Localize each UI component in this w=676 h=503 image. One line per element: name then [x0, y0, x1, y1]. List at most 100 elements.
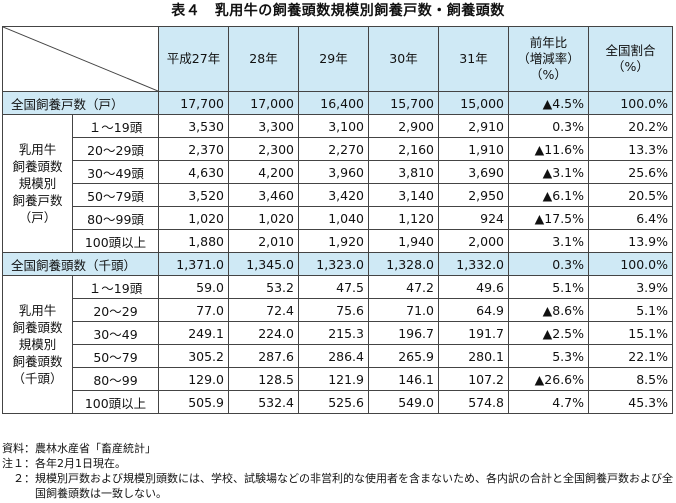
table-cell: 532.4	[228, 390, 299, 414]
row-label: 100頭以上	[72, 229, 159, 253]
table-cell: 2,910	[438, 114, 509, 138]
table-title: 表４ 乳用牛の飼養頭数規模別飼養戸数・飼養頭数	[171, 3, 505, 19]
column-header: 31年	[438, 26, 509, 92]
table-cell: 2,370	[158, 137, 229, 161]
total-row-label: 全国飼養戸数（戸）	[2, 91, 159, 115]
note: 資料： 農林水産省「畜産統計」	[2, 441, 674, 456]
column-header: 前年比 （増減率） （%）	[508, 26, 589, 92]
row-label: 50～79	[72, 344, 159, 368]
table-cell: 1,345.0	[228, 252, 299, 276]
table-cell: 1,880	[158, 229, 229, 253]
table-cell: 3,520	[158, 183, 229, 207]
table-cell: 8.5%	[588, 367, 673, 391]
table-cell: ▲26.6%	[508, 367, 589, 391]
table-cell: 100.0%	[588, 91, 673, 115]
table-cell: 4,200	[228, 160, 299, 184]
note-text: 規模別戸数および規模別頭数には、学校、試験場などの非営利的な使用者を含まないため…	[35, 472, 673, 500]
notes-section: 資料： 農林水産省「畜産統計」 注１： 各年2月1日現在。 ２： 規模別戸数および規模別…	[2, 441, 674, 501]
table-row: 50～79 305.2 287.6 286.4 265.9 280.1 5.3% 22.1%	[3, 344, 673, 368]
table-cell: 13.3%	[588, 137, 673, 161]
table-cell: ▲8.6%	[508, 298, 589, 322]
note-label: 注１：	[2, 457, 35, 470]
total-row-label: 全国飼養頭数（千頭）	[2, 252, 159, 276]
table-cell: ▲11.6%	[508, 137, 589, 161]
table-cell: 924	[438, 206, 509, 230]
table-row: 80～99頭 1,020 1,020 1,040 1,120 924 ▲17.5% 6.4%	[3, 206, 673, 230]
dairy-cattle-table: 平成27年 28年 29年 30年 31年 前年比 （増減率） （%） 全国割合 （%） 全国飼養…	[2, 26, 673, 414]
row-label: 80～99頭	[72, 206, 159, 230]
table-header: 平成27年 28年 29年 30年 31年 前年比 （増減率） （%） 全国割合 （%）	[2, 26, 673, 92]
table-row: 20～29頭 2,370 2,300 2,270 2,160 1,910 ▲11.6% 13.…	[3, 137, 673, 161]
group-label: 乳用牛 飼養頭数 規模別 飼養頭数 （千頭）	[2, 275, 73, 414]
table-cell: 305.2	[158, 344, 229, 368]
table-cell: ▲4.5%	[508, 91, 589, 115]
table-cell: 1,332.0	[438, 252, 509, 276]
table-cell: 59.0	[158, 275, 229, 299]
table-cell: 1,040	[298, 206, 369, 230]
table-cell: 17,700	[158, 91, 229, 115]
column-header: 全国割合 （%）	[588, 26, 673, 92]
table-cell: 20.2%	[588, 114, 673, 138]
table-cell: 549.0	[368, 390, 439, 414]
table-cell: 75.6	[298, 298, 369, 322]
table-cell: 15.1%	[588, 321, 673, 345]
row-label: 20～29頭	[72, 137, 159, 161]
table-cell: 1,920	[298, 229, 369, 253]
table-cell: 1,910	[438, 137, 509, 161]
table-cell: 215.3	[298, 321, 369, 345]
row-label: 30～49頭	[72, 160, 159, 184]
table-cell: 287.6	[228, 344, 299, 368]
table-cell: 2,270	[298, 137, 369, 161]
table-row: 乳用牛 飼養頭数 規模別 飼養頭数 （千頭） １～19頭 59.0 53.2 47.5 47.2 4…	[2, 275, 673, 414]
column-header: 28年	[228, 26, 299, 92]
table-cell: 4.7%	[508, 390, 589, 414]
table-cell: 0.3%	[508, 252, 589, 276]
table-cell: ▲2.5%	[508, 321, 589, 345]
group-label: 乳用牛 飼養頭数 規模別 飼養戸数 （戸）	[2, 114, 73, 253]
table-cell: 1,120	[368, 206, 439, 230]
table-row: 30～49 249.1 224.0 215.3 196.7 191.7 ▲2.5% 15.1%	[3, 321, 673, 345]
table-cell: 249.1	[158, 321, 229, 345]
table-cell: 72.4	[228, 298, 299, 322]
table-cell: 505.9	[158, 390, 229, 414]
header-corner-cell	[2, 26, 159, 92]
table-cell: 15,700	[368, 91, 439, 115]
table-cell: ▲6.1%	[508, 183, 589, 207]
table-cell: 47.2	[368, 275, 439, 299]
table-row: 30～49頭 4,630 4,200 3,960 3,810 3,690 ▲3.1% 25.6…	[3, 160, 673, 184]
table-cell: 13.9%	[588, 229, 673, 253]
table-cell: 2,950	[438, 183, 509, 207]
table-cell: 1,020	[158, 206, 229, 230]
table-row: 乳用牛 飼養頭数 規模別 飼養戸数 （戸） １～19頭 3,530 3,300 3,100 2,9…	[2, 114, 673, 253]
table-cell: 3,460	[228, 183, 299, 207]
table-cell: 3,300	[228, 114, 299, 138]
table-cell: 3,420	[298, 183, 369, 207]
table-cell: 107.2	[438, 367, 509, 391]
table-cell: 1,940	[368, 229, 439, 253]
column-header: 30年	[368, 26, 439, 92]
table-cell: 129.0	[158, 367, 229, 391]
row-label: １～19頭	[72, 114, 159, 138]
table-cell: ▲3.1%	[508, 160, 589, 184]
table-cell: 25.6%	[588, 160, 673, 184]
table-cell: 2,160	[368, 137, 439, 161]
table-cell: 3.9%	[588, 275, 673, 299]
table-cell: 22.1%	[588, 344, 673, 368]
table-cell: 1,328.0	[368, 252, 439, 276]
row-label: 30～49	[72, 321, 159, 345]
table-cell: 286.4	[298, 344, 369, 368]
note: 注１： 各年2月1日現在。	[2, 456, 674, 471]
diagonal-line	[3, 27, 158, 91]
table-cell: 17,000	[228, 91, 299, 115]
table-cell: 525.6	[298, 390, 369, 414]
table-cell: 100.0%	[588, 252, 673, 276]
total-row: 全国飼養頭数（千頭） 1,371.0 1,345.0 1,323.0 1,328.0 1,…	[2, 252, 673, 276]
table-cell: 3,100	[298, 114, 369, 138]
table-cell: 1,323.0	[298, 252, 369, 276]
column-header: 29年	[298, 26, 369, 92]
table-cell: 280.1	[438, 344, 509, 368]
table-row: 100頭以上 1,880 2,010 1,920 1,940 2,000 3.1% 13.9%	[3, 229, 673, 253]
total-row: 全国飼養戸数（戸） 17,700 17,000 16,400 15,700 15,000 ▲…	[2, 91, 673, 115]
table-cell: 3.1%	[508, 229, 589, 253]
table-cell: 3,960	[298, 160, 369, 184]
